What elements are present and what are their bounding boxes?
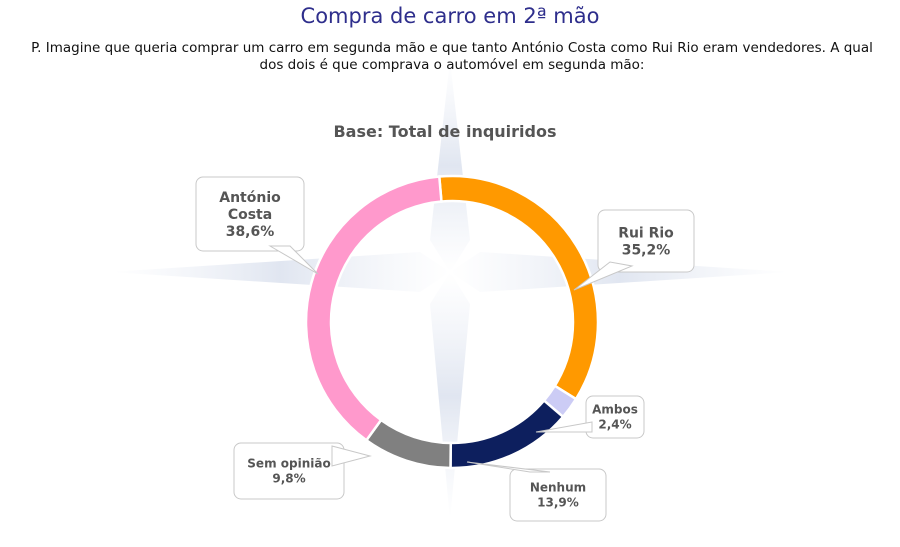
donut-slice-sem-opiniao xyxy=(364,418,453,470)
slice-category-label: Sem opinião xyxy=(247,457,330,471)
callout-box xyxy=(585,395,645,439)
callout-box xyxy=(597,209,695,273)
slice-value-label: 9,8% xyxy=(272,472,305,486)
slice-category-label: António xyxy=(219,190,281,206)
slice-value-label: 2,4% xyxy=(598,418,631,432)
slice-value-label: 35,2% xyxy=(622,242,671,258)
donut-slice-antonio-costa xyxy=(304,175,443,443)
callout-box xyxy=(233,442,345,500)
callout-pointer xyxy=(466,461,551,473)
slice-value-label: 38,6% xyxy=(226,224,275,240)
slice-category-label: Costa xyxy=(228,207,272,223)
callout-box xyxy=(195,176,305,252)
donut-slice-rui-rio xyxy=(437,174,600,401)
donut-slice-nenhum xyxy=(449,398,565,470)
survey-question: P. Imagine que queria comprar um carro e… xyxy=(31,40,873,73)
slice-category-label: Rui Rio xyxy=(618,225,674,241)
page-title: Compra de carro em 2ª mão xyxy=(300,4,600,28)
callout-pointer xyxy=(268,245,319,275)
callout-pointer xyxy=(573,261,634,291)
slice-category-label: Ambos xyxy=(592,403,638,417)
callout-box xyxy=(509,468,607,522)
slice-value-label: 13,9% xyxy=(537,496,579,510)
chart-subtitle: Base: Total de inquiridos xyxy=(333,122,556,141)
slice-category-label: Nenhum xyxy=(530,481,586,495)
callout-pointer xyxy=(331,445,372,467)
callout-pointer xyxy=(535,421,593,433)
